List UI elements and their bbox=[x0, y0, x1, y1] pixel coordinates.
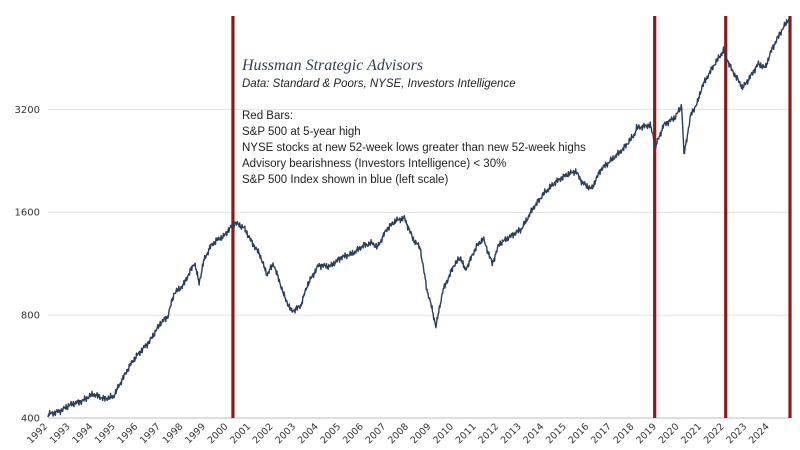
x-tick-label: 2009 bbox=[409, 421, 434, 446]
y-tick-label: 800 bbox=[21, 311, 40, 322]
note-line: S&P 500 at 5-year high bbox=[242, 126, 361, 138]
x-tick-label: 1997 bbox=[138, 421, 163, 446]
x-tick-label: 2001 bbox=[228, 421, 253, 446]
y-tick-label: 1600 bbox=[15, 208, 40, 219]
x-tick-label: 2006 bbox=[341, 421, 366, 446]
x-tick-label: 1995 bbox=[93, 421, 118, 446]
x-tick-label: 2022 bbox=[702, 421, 727, 446]
red-bar bbox=[231, 16, 235, 418]
x-tick-label: 2002 bbox=[251, 421, 276, 446]
x-tick-label: 1996 bbox=[115, 421, 140, 446]
x-tick-label: 2000 bbox=[206, 421, 231, 446]
x-tick-label: 2011 bbox=[454, 421, 479, 446]
note-line: Red Bars: bbox=[242, 110, 294, 122]
x-tick-label: 1992 bbox=[25, 421, 50, 446]
x-tick-label: 2005 bbox=[318, 421, 343, 446]
x-tick-label: 1999 bbox=[183, 421, 208, 446]
x-tick-label: 1998 bbox=[161, 421, 186, 446]
chart-title: Hussman Strategic Advisors bbox=[242, 57, 424, 74]
red-bar bbox=[653, 16, 657, 418]
x-tick-label: 2018 bbox=[612, 421, 637, 446]
x-tick-label: 2010 bbox=[431, 421, 456, 446]
x-tick-label: 2003 bbox=[273, 421, 298, 446]
x-axis-ticks: 1992199319941995199619971998199920002001… bbox=[25, 421, 772, 446]
x-tick-label: 2012 bbox=[476, 421, 501, 446]
gridlines bbox=[48, 108, 790, 419]
chart-annotation: Hussman Strategic Advisors Data: Standar… bbox=[242, 56, 586, 188]
x-tick-label: 1993 bbox=[48, 421, 73, 446]
chart-subtitle: Data: Standard & Poors, NYSE, Investors … bbox=[242, 78, 516, 90]
x-tick-label: 2014 bbox=[521, 421, 546, 446]
y-tick-label: 3200 bbox=[15, 105, 40, 116]
red-bar bbox=[788, 16, 792, 418]
x-tick-label: 2016 bbox=[567, 421, 592, 446]
note-line: NYSE stocks at new 52-week lows greater … bbox=[242, 142, 586, 154]
note-line: S&P 500 Index shown in blue (left scale) bbox=[242, 174, 449, 186]
x-tick-label: 2008 bbox=[386, 421, 411, 446]
red-bar bbox=[724, 16, 728, 418]
x-tick-label: 2015 bbox=[544, 421, 569, 446]
x-tick-label: 2019 bbox=[634, 421, 659, 446]
note-line: Advisory bearishness (Investors Intellig… bbox=[242, 158, 507, 170]
x-tick-label: 2007 bbox=[364, 421, 389, 446]
x-tick-label: 2013 bbox=[499, 421, 524, 446]
x-tick-label: 2023 bbox=[724, 421, 749, 446]
y-tick-label: 400 bbox=[21, 414, 40, 425]
x-tick-label: 2017 bbox=[589, 421, 614, 446]
red-bar-markers bbox=[231, 16, 792, 418]
x-tick-label: 2020 bbox=[657, 421, 682, 446]
sp500-series bbox=[47, 18, 790, 418]
sp500-line bbox=[47, 18, 790, 418]
x-tick-label: 2004 bbox=[296, 421, 321, 446]
x-tick-label: 2024 bbox=[747, 421, 772, 446]
x-tick-label: 2021 bbox=[679, 421, 704, 446]
x-tick-label: 1994 bbox=[70, 421, 95, 446]
y-axis-ticks: 400 800 1600 3200 bbox=[15, 105, 40, 425]
